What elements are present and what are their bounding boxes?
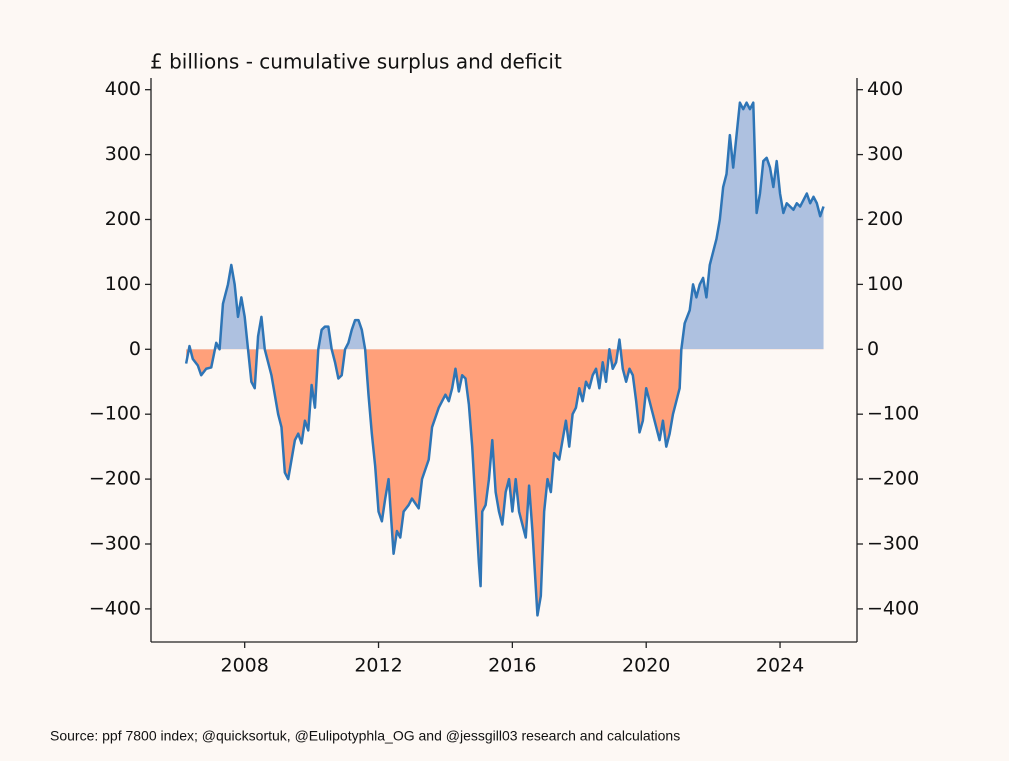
- y-tick-label-right: 200: [867, 208, 903, 230]
- line: [184, 101, 825, 617]
- y-tick-label-right: 0: [867, 338, 879, 360]
- y-tick-label: 0: [129, 338, 141, 360]
- y-tick-label-right: 300: [867, 143, 903, 165]
- y-tick-label: 300: [105, 143, 141, 165]
- area-surplus: [186, 102, 824, 350]
- y-tick-label-right: −100: [867, 403, 919, 425]
- y-tick-label: −200: [89, 468, 141, 490]
- x-tick-label: 2008: [221, 655, 269, 677]
- y-tick-label-right: 400: [867, 78, 903, 100]
- y-tick-label: −400: [89, 597, 141, 619]
- source-note: Source: ppf 7800 index; @quicksortuk, @E…: [50, 728, 680, 744]
- y-tick-label: 100: [105, 273, 141, 295]
- area-deficit: [186, 349, 682, 616]
- y-tick-label-right: 100: [867, 273, 903, 295]
- y-tick-label: −100: [89, 403, 141, 425]
- x-tick-label: 2016: [488, 655, 536, 677]
- y-tick-label: 400: [105, 78, 141, 100]
- x-tick-label: 2020: [622, 655, 670, 677]
- y-tick-label-right: −300: [867, 532, 919, 554]
- y-tick-label: 200: [105, 208, 141, 230]
- y-tick-label-right: −400: [867, 597, 919, 619]
- x-tick-label: 2012: [354, 655, 402, 677]
- y-tick-label-right: −200: [867, 468, 919, 490]
- y-tick-label: −300: [89, 532, 141, 554]
- chart-title: £ billions - cumulative surplus and defi…: [150, 50, 562, 74]
- x-tick-label: 2024: [756, 655, 804, 677]
